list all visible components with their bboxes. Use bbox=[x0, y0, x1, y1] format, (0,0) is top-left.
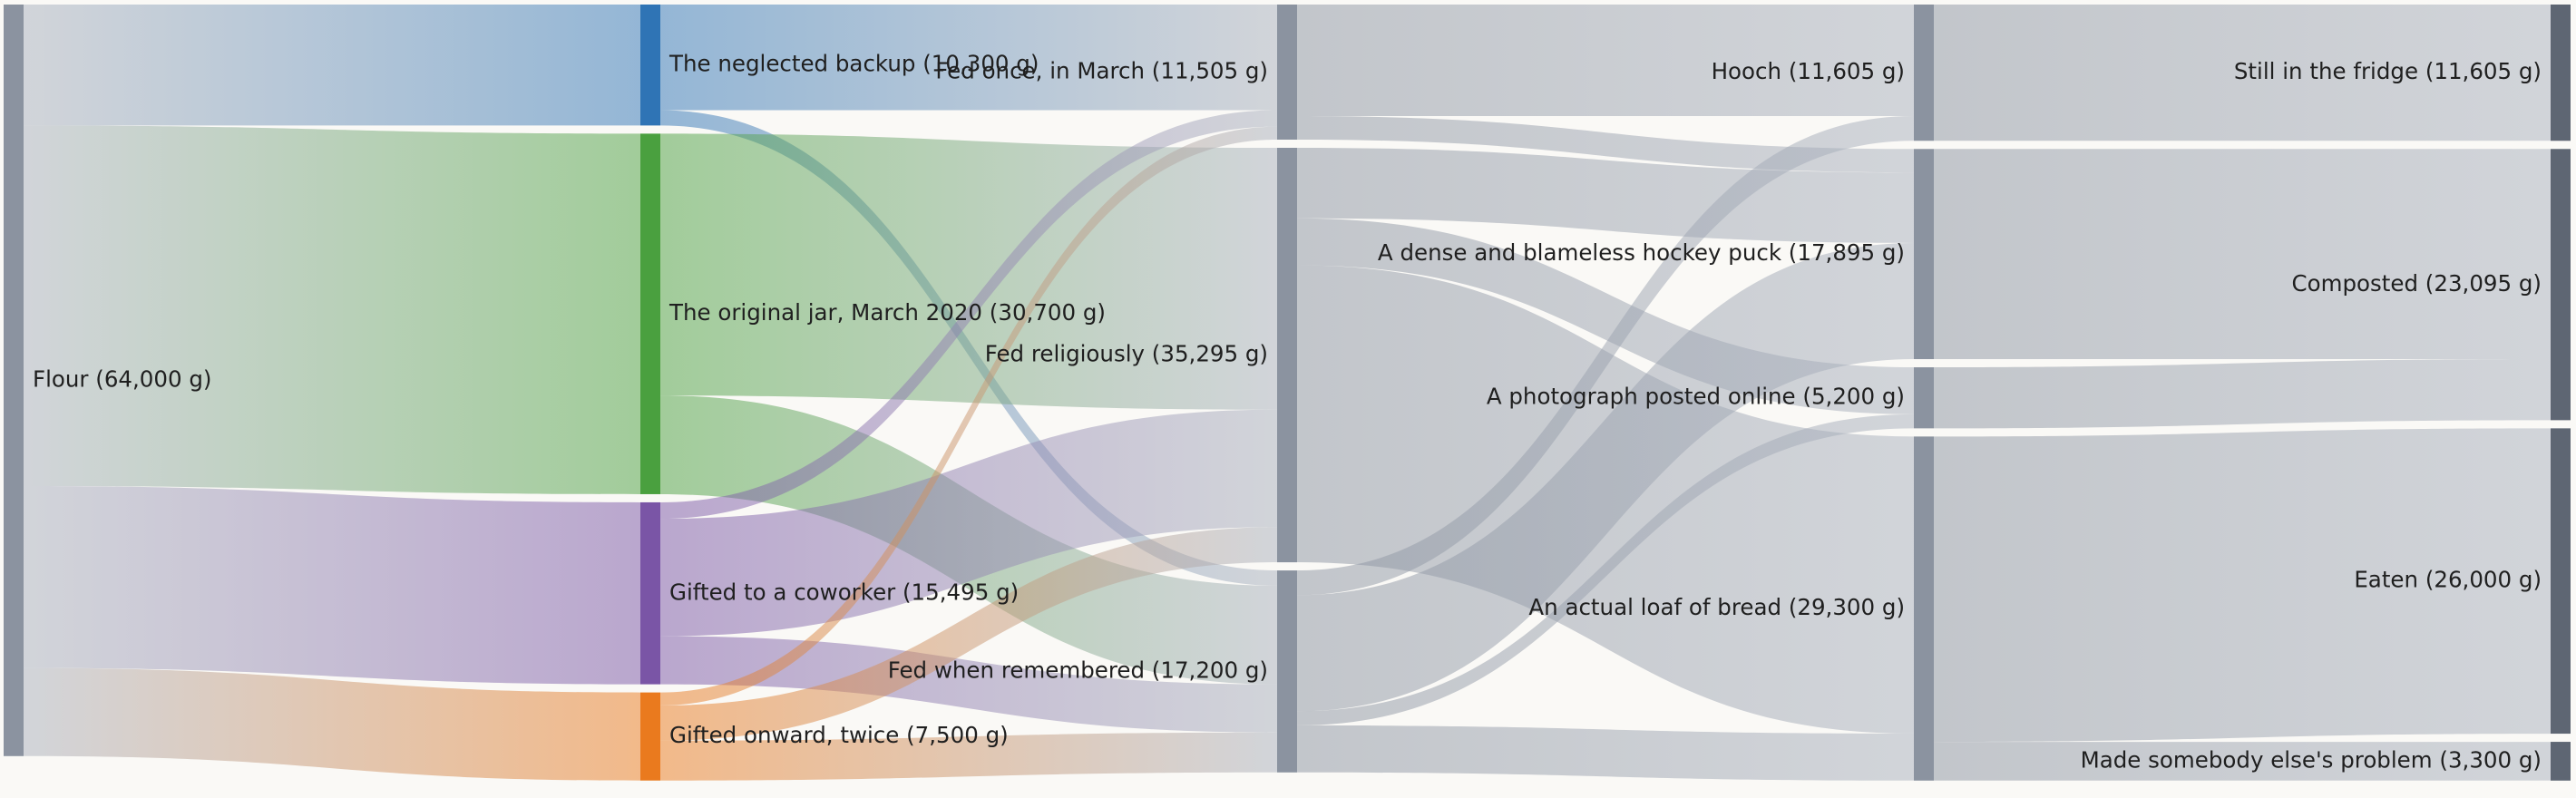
node-label-onward: Gifted onward, twice (7,500 g) bbox=[669, 722, 1009, 748]
node-fridge bbox=[2551, 5, 2571, 141]
link-flour-to-coworker bbox=[24, 485, 640, 685]
node-backup bbox=[640, 5, 660, 126]
link-coworker-to-fed-religiously bbox=[660, 409, 1277, 637]
link-fed-once-to-hooch bbox=[1297, 5, 1914, 117]
link-hooch-to-fridge bbox=[1934, 5, 2551, 141]
link-fed-when-remembered-to-loaf bbox=[1297, 725, 1914, 781]
node-label-eaten: Eaten (26,000 g) bbox=[2354, 567, 2542, 593]
node-original bbox=[640, 133, 660, 494]
link-loaf-to-eaten bbox=[1934, 428, 2551, 743]
node-label-original: The original jar, March 2020 (30,700 g) bbox=[668, 299, 1106, 326]
node-coworker bbox=[640, 501, 660, 685]
link-loaf-to-someone-else bbox=[1934, 742, 2551, 781]
node-someone-else bbox=[2551, 742, 2571, 781]
node-label-loaf: An actual loaf of bread (29,300 g) bbox=[1528, 594, 1905, 620]
node-composted bbox=[2551, 149, 2571, 421]
node-label-backup: The neglected backup (10,300 g) bbox=[668, 51, 1039, 77]
link-fed-once-to-puck bbox=[1297, 116, 1914, 173]
link-fed-when-remembered-to-photo bbox=[1297, 414, 1914, 725]
links-layer bbox=[24, 5, 2551, 781]
nodes-layer bbox=[4, 5, 2571, 781]
link-onward-to-fed-when-remembered bbox=[660, 732, 1277, 781]
node-fed-once bbox=[1277, 5, 1297, 140]
node-label-fed-once: Fed once, in March (11,505 g) bbox=[935, 57, 1268, 83]
node-fed-when-remembered bbox=[1277, 570, 1297, 773]
node-flour bbox=[4, 5, 24, 756]
node-label-fed-religiously: Fed religiously (35,295 g) bbox=[985, 341, 1268, 367]
link-photo-to-composted bbox=[1934, 359, 2551, 429]
link-fed-when-remembered-to-hooch bbox=[1297, 116, 1914, 596]
link-fed-when-remembered-to-puck bbox=[1297, 242, 1914, 712]
node-label-flour: Flour (64,000 g) bbox=[33, 365, 211, 392]
link-flour-to-backup bbox=[24, 5, 640, 126]
link-coworker-to-fed-when-remembered bbox=[660, 636, 1277, 733]
node-eaten bbox=[2551, 428, 2571, 735]
node-label-hooch: Hooch (11,605 g) bbox=[1712, 58, 1905, 84]
node-label-fed-when-remembered: Fed when remembered (17,200 g) bbox=[888, 657, 1268, 683]
node-label-coworker: Gifted to a coworker (15,495 g) bbox=[669, 579, 1019, 605]
link-backup-to-fed-once bbox=[660, 5, 1277, 111]
node-label-puck: A dense and blameless hockey puck (17,89… bbox=[1378, 239, 1905, 266]
link-flour-to-original bbox=[24, 125, 640, 494]
node-loaf bbox=[1914, 436, 1934, 781]
link-puck-to-composted bbox=[1934, 149, 2551, 360]
node-onward bbox=[640, 692, 660, 781]
labels-layer: Flour (64,000 g) The neglected backup (10… bbox=[33, 51, 2542, 774]
node-fed-religiously bbox=[1277, 147, 1297, 563]
link-coworker-to-fed-once bbox=[660, 110, 1277, 520]
link-flour-to-onward bbox=[24, 667, 640, 781]
link-original-to-fed-religiously bbox=[660, 133, 1277, 410]
node-label-fridge: Still in the fridge (11,605 g) bbox=[2234, 58, 2542, 84]
node-photo bbox=[1914, 367, 1934, 429]
node-label-composted: Composted (23,095 g) bbox=[2292, 270, 2542, 297]
node-label-photo: A photograph posted online (5,200 g) bbox=[1487, 384, 1905, 410]
link-onward-to-fed-once bbox=[660, 126, 1277, 706]
link-onward-to-fed-religiously bbox=[660, 527, 1277, 741]
node-label-someone-else: Made somebody else's problem (3,300 g) bbox=[2081, 746, 2542, 773]
node-puck bbox=[1914, 149, 1934, 360]
node-hooch bbox=[1914, 5, 1934, 141]
